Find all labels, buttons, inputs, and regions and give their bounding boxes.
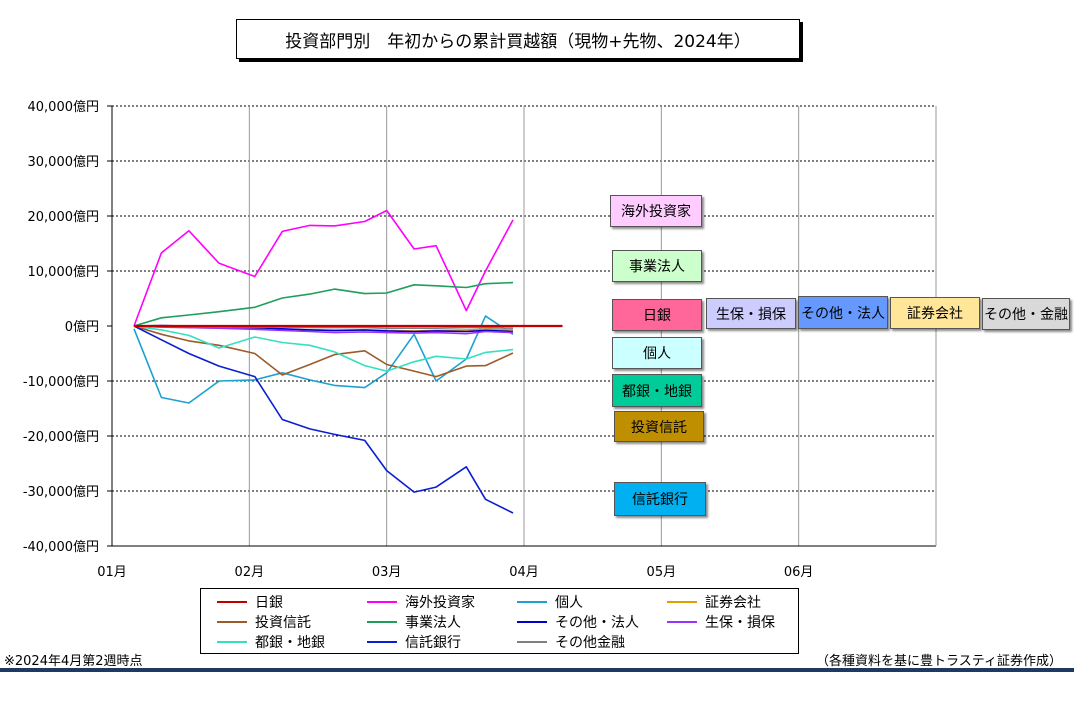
legend-item-banks: 都銀・地銀 bbox=[217, 632, 325, 652]
legend-label: 証券会社 bbox=[705, 595, 761, 611]
legend-label: その他金融 bbox=[555, 635, 625, 651]
legend-label: その他・法人 bbox=[555, 615, 639, 631]
x-tick-label: 05月 bbox=[647, 565, 677, 580]
x-tick-label: 01月 bbox=[97, 565, 127, 580]
series-line bbox=[133, 325, 514, 335]
y-tick-label: -40,000億円 bbox=[23, 539, 99, 555]
legend-swatch bbox=[367, 601, 397, 603]
series-label-corporations: 事業法人 bbox=[612, 250, 702, 282]
series-label-banks: 都銀・地銀 bbox=[612, 374, 702, 407]
series-label-other-corp: その他・法人 bbox=[798, 296, 888, 329]
chart-title: 投資部門別 年初からの累計買越額（現物+先物、2024年） bbox=[236, 19, 800, 59]
legend-swatch bbox=[217, 601, 247, 603]
series-label-insurance: 生保・損保 bbox=[706, 298, 796, 329]
series-label-boj: 日銀 bbox=[612, 299, 702, 331]
y-tick-label: 30,000億円 bbox=[28, 154, 100, 170]
y-tick-label: -30,000億円 bbox=[23, 484, 99, 500]
x-tick-label: 04月 bbox=[509, 565, 539, 580]
legend: 日銀 海外投資家 個人 証券会社 投資信託 事業法人 その他・法人 生保・損保 … bbox=[200, 588, 799, 654]
series-label-trust-bank: 信託銀行 bbox=[614, 482, 706, 516]
legend-item-trust-bank: 信託銀行 bbox=[367, 632, 461, 652]
bottom-rule bbox=[0, 668, 1074, 672]
y-tick-label: 10,000億円 bbox=[28, 264, 100, 280]
y-tick-label: -20,000億円 bbox=[23, 429, 99, 445]
legend-label: 事業法人 bbox=[405, 615, 461, 631]
legend-swatch bbox=[517, 641, 547, 643]
legend-item-other-corp: その他・法人 bbox=[517, 612, 639, 632]
series-label-investment-trust: 投資信託 bbox=[614, 411, 704, 442]
legend-item-other-fin: その他金融 bbox=[517, 632, 625, 652]
chart-plot: 40,000億円 30,000億円 20,000億円 10,000億円 0億円 -10,0… bbox=[23, 99, 937, 580]
legend-swatch bbox=[517, 601, 547, 603]
x-tick-label: 02月 bbox=[235, 565, 265, 580]
series-line bbox=[133, 325, 514, 378]
series-label-overseas: 海外投資家 bbox=[610, 195, 702, 227]
legend-label: 都銀・地銀 bbox=[255, 635, 325, 651]
series-line bbox=[133, 325, 514, 372]
legend-label: 信託銀行 bbox=[405, 635, 461, 651]
legend-swatch bbox=[217, 621, 247, 623]
legend-swatch bbox=[217, 641, 247, 643]
legend-item-insurance: 生保・損保 bbox=[667, 612, 775, 632]
y-tick-label: 0億円 bbox=[65, 319, 99, 335]
legend-swatch bbox=[667, 601, 697, 603]
legend-label: 海外投資家 bbox=[405, 595, 475, 611]
series-line bbox=[133, 325, 514, 514]
series-line bbox=[133, 315, 514, 404]
legend-swatch bbox=[667, 621, 697, 623]
x-tick-label: 06月 bbox=[784, 565, 814, 580]
x-tick-label: 03月 bbox=[372, 565, 402, 580]
legend-label: 個人 bbox=[555, 595, 583, 611]
legend-swatch bbox=[517, 621, 547, 623]
series-label-individual: 個人 bbox=[612, 337, 702, 369]
legend-label: 日銀 bbox=[255, 595, 283, 611]
legend-label: 生保・損保 bbox=[705, 615, 775, 631]
series-label-other-fin: その他・金融 bbox=[982, 298, 1070, 330]
y-tick-label: 20,000億円 bbox=[28, 209, 100, 225]
series-line bbox=[133, 209, 514, 327]
footnote: ※2024年4月第2週時点 bbox=[4, 654, 143, 669]
series-label-securities: 証券会社 bbox=[890, 297, 980, 329]
legend-label: 投資信託 bbox=[255, 615, 311, 631]
legend-item-securities: 証券会社 bbox=[667, 592, 761, 612]
legend-item-investment-trust: 投資信託 bbox=[217, 612, 311, 632]
source-credit: （各種資料を基に豊トラスティ証券作成） bbox=[816, 654, 1062, 669]
series-line bbox=[133, 281, 514, 327]
y-tick-label: -10,000億円 bbox=[23, 374, 99, 390]
y-tick-label: 40,000億円 bbox=[28, 99, 100, 115]
legend-item-boj: 日銀 bbox=[217, 592, 283, 612]
legend-swatch bbox=[367, 641, 397, 643]
legend-swatch bbox=[367, 621, 397, 623]
legend-item-individual: 個人 bbox=[517, 592, 583, 612]
legend-item-corporations: 事業法人 bbox=[367, 612, 461, 632]
legend-item-overseas: 海外投資家 bbox=[367, 592, 475, 612]
